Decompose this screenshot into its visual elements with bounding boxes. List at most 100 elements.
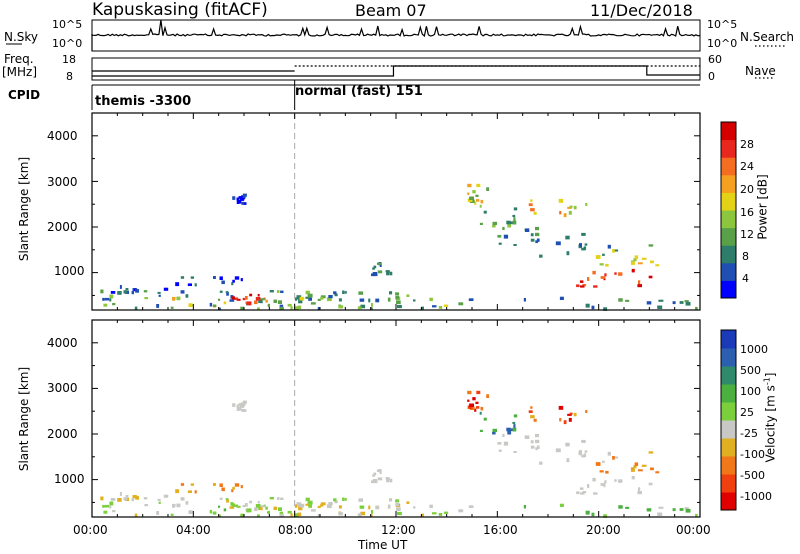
- power-cell: [474, 201, 477, 205]
- velocity-cell: [695, 513, 698, 517]
- velocity-colorbar-swatch: [721, 492, 736, 511]
- power-cell: [443, 304, 449, 307]
- velocity-cell: [236, 404, 240, 408]
- velocity-cell: [613, 456, 619, 459]
- velocity-cell: [221, 487, 225, 492]
- power-colorbar-swatch: [721, 210, 736, 229]
- power-cb-tick-24: 24: [740, 160, 754, 173]
- power-cell: [376, 262, 382, 265]
- power-cell: [523, 298, 526, 302]
- power-cell: [379, 263, 382, 267]
- power-cell: [650, 260, 654, 264]
- power-cell: [395, 295, 399, 300]
- velocity-cell: [458, 509, 464, 513]
- power-cell: [219, 290, 223, 293]
- power-cell: [513, 207, 518, 211]
- velocity-cell: [190, 483, 194, 486]
- power-cell: [100, 289, 104, 294]
- power-cell: [254, 300, 258, 305]
- power-cell: [559, 296, 564, 300]
- velocity-colorbar-swatch: [721, 384, 736, 403]
- velocity-cb-tick-n500: -500: [740, 469, 765, 482]
- power-cell: [102, 297, 105, 301]
- power-cell: [512, 214, 516, 217]
- power-cell: [657, 305, 663, 309]
- velocity-cell: [372, 479, 378, 483]
- velocity-cell: [241, 408, 245, 412]
- velocity-cell: [212, 511, 217, 514]
- velocity-cb-tick-100: 100: [740, 385, 761, 398]
- power-cell: [180, 276, 185, 279]
- velocity-cell: [641, 464, 647, 467]
- power-cell: [483, 210, 487, 214]
- power-cell: [525, 228, 530, 232]
- velocity-cell: [273, 506, 277, 510]
- power-cell: [307, 293, 313, 298]
- velocity-cell: [102, 504, 105, 508]
- velocity-cell: [475, 406, 480, 409]
- velocity-cell: [386, 478, 390, 483]
- power-cell: [338, 305, 344, 309]
- velocity-cell: [242, 402, 246, 405]
- power-cell: [180, 290, 185, 294]
- power-cell: [190, 276, 194, 279]
- velocity-cell: [310, 509, 316, 512]
- velocity-cell: [638, 487, 641, 491]
- power-colorbar-swatch: [721, 192, 736, 211]
- power-cell: [498, 242, 502, 245]
- velocity-cell: [373, 472, 377, 476]
- power-cell: [530, 199, 533, 202]
- power-cell: [389, 291, 393, 295]
- power-cell: [637, 262, 643, 265]
- velocity-cell: [119, 492, 122, 496]
- velocity-cell: [585, 410, 588, 413]
- velocity-cell: [376, 469, 382, 472]
- power-cell: [185, 294, 189, 298]
- velocity-cell: [357, 513, 362, 517]
- velocity-cell: [535, 433, 539, 438]
- power-cell: [438, 306, 443, 309]
- power-cell: [559, 211, 562, 215]
- power-cell: [242, 202, 247, 205]
- velocity-cell: [395, 502, 399, 507]
- power-cb-tick-20: 20: [740, 183, 754, 196]
- power-cell: [631, 261, 635, 265]
- velocity-cell: [614, 479, 617, 482]
- velocity-cell: [396, 507, 401, 511]
- date-title: 11/Dec/2018: [590, 1, 693, 20]
- power-cell: [188, 303, 193, 307]
- velocity-cell: [344, 498, 347, 501]
- power-cell: [294, 297, 297, 301]
- power-cell: [605, 263, 609, 267]
- velocity-cell: [492, 431, 496, 435]
- velocity-cell: [631, 475, 635, 480]
- velocity-cell: [338, 512, 344, 516]
- velocity-cell: [565, 442, 570, 447]
- power-cell: [119, 285, 122, 289]
- power-cell: [117, 291, 122, 295]
- power-cell: [238, 196, 243, 199]
- power-cell: [625, 299, 630, 302]
- power-cell: [187, 283, 192, 286]
- power-cell: [223, 301, 227, 305]
- velocity-cell: [480, 406, 484, 411]
- velocity-cell: [257, 501, 260, 504]
- velocity-cell: [530, 440, 534, 444]
- velocity-cell: [246, 508, 252, 513]
- velocity-cell: [679, 508, 684, 511]
- velocity-cell: [581, 454, 586, 458]
- velocity-cell: [236, 407, 242, 411]
- power-cell: [229, 299, 235, 302]
- power-cell: [421, 306, 424, 310]
- velocity-cell: [432, 512, 437, 515]
- velocity-cell: [219, 483, 223, 487]
- nsky-tick-bottom: 10^0: [52, 37, 83, 50]
- velocity-cell: [395, 499, 400, 503]
- velocity-cell: [123, 497, 128, 501]
- power-cell: [569, 205, 573, 208]
- power-cell: [333, 291, 337, 295]
- velocity-cell: [389, 498, 393, 502]
- power-cb-tick-8: 8: [742, 250, 749, 263]
- velocity-cell: [231, 489, 234, 493]
